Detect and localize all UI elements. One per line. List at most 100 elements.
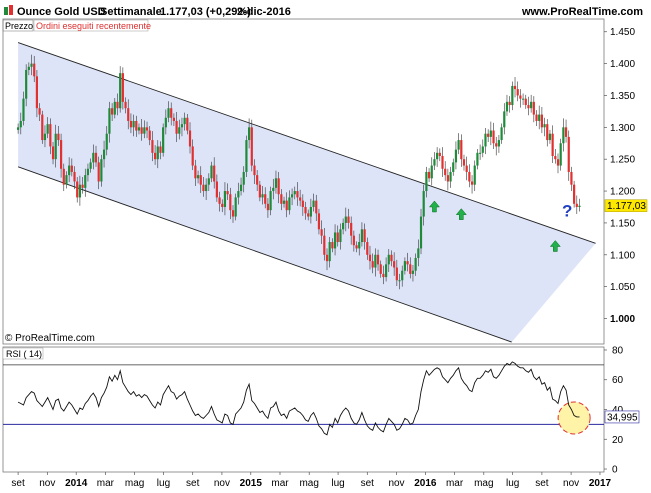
candle — [567, 130, 570, 181]
time-tick-label: set — [11, 478, 25, 489]
candle — [215, 174, 218, 202]
header-logo-icon — [4, 5, 13, 15]
header-instrument: Ounce Gold USD — [17, 6, 106, 18]
candle — [282, 196, 286, 208]
candle — [245, 135, 248, 178]
candle — [196, 170, 200, 184]
time-tick-label: set — [535, 478, 549, 489]
candle — [527, 96, 530, 116]
candle — [468, 164, 471, 188]
candle — [328, 236, 331, 268]
candle — [564, 119, 568, 143]
candle — [113, 98, 116, 119]
candle — [205, 178, 208, 200]
candle — [465, 156, 468, 181]
candle — [470, 175, 474, 194]
candle — [296, 182, 299, 206]
candle — [476, 149, 479, 170]
candle — [401, 265, 404, 287]
candle — [570, 166, 573, 192]
tab-price[interactable]: Prezzo — [2, 19, 34, 32]
candle — [89, 158, 92, 173]
candle — [221, 199, 224, 213]
time-tick-label: lug — [331, 478, 344, 489]
candle — [551, 125, 554, 164]
candle — [188, 122, 192, 154]
candle — [325, 248, 329, 271]
candle — [127, 99, 130, 130]
candle — [371, 253, 374, 274]
candle — [46, 117, 49, 139]
candle — [535, 110, 538, 127]
price-tick-label: 1.200 — [610, 187, 635, 198]
time-tick-label: 2016 — [414, 478, 437, 489]
candle — [513, 76, 517, 98]
price-tick-label: 1.450 — [610, 27, 635, 38]
candle — [307, 209, 310, 221]
candle — [178, 119, 181, 140]
candle — [172, 113, 175, 127]
candle — [30, 54, 33, 76]
candle — [540, 106, 543, 134]
candle — [376, 249, 380, 271]
candle — [231, 205, 235, 223]
candle — [140, 119, 143, 141]
up-arrow-icon — [455, 208, 467, 220]
time-tick-label: mar — [446, 478, 464, 489]
candles-group — [17, 54, 581, 290]
time-tick-label: nov — [388, 478, 404, 489]
candle — [575, 195, 578, 214]
price-tick-label: 1.050 — [610, 282, 635, 293]
candle — [234, 193, 237, 221]
candle — [548, 129, 552, 144]
candle — [484, 127, 487, 155]
candle — [352, 230, 355, 252]
candle — [390, 250, 393, 267]
price-tick-label: 1.400 — [610, 59, 635, 70]
candle — [411, 264, 415, 282]
candle — [218, 191, 221, 212]
candle — [347, 208, 350, 229]
candle — [97, 156, 100, 190]
candle — [559, 138, 562, 171]
candle — [331, 238, 334, 253]
candle — [51, 141, 55, 165]
candle — [223, 182, 227, 216]
candle — [84, 168, 87, 197]
price-panel — [2, 18, 605, 345]
candle — [406, 252, 409, 272]
candle — [68, 157, 71, 183]
candle — [556, 153, 560, 174]
candle — [253, 159, 256, 185]
time-tick-label: mag — [474, 478, 493, 489]
candle — [417, 239, 420, 267]
candle — [135, 115, 138, 137]
candle — [508, 96, 511, 113]
candle — [49, 118, 52, 155]
candle — [73, 166, 76, 190]
candle — [272, 178, 275, 200]
candle — [422, 184, 425, 226]
candle — [336, 225, 339, 247]
candle — [299, 189, 302, 207]
candle — [277, 171, 280, 204]
candle — [368, 245, 372, 270]
candle — [543, 117, 546, 137]
tab-orders-label: Ordini eseguiti recentemente — [36, 21, 151, 31]
candle — [132, 114, 135, 137]
tab-orders[interactable]: Ordini eseguiti recentemente — [33, 19, 151, 32]
candle — [22, 91, 25, 126]
header-bar: Ounce Gold USD Settimanale 1.177,03 (+0,… — [0, 4, 651, 18]
candle — [433, 152, 436, 171]
candle — [183, 112, 186, 131]
candle — [105, 126, 108, 156]
candle — [309, 198, 312, 224]
last-price-label: 1.177,03 — [607, 201, 646, 212]
price-tick-label: 1.250 — [610, 155, 635, 166]
candle — [274, 170, 278, 194]
candle — [175, 112, 178, 142]
candle — [554, 149, 557, 164]
candle — [148, 126, 151, 146]
rsi-label: RSI ( 14) — [6, 349, 42, 359]
candle — [425, 166, 428, 198]
